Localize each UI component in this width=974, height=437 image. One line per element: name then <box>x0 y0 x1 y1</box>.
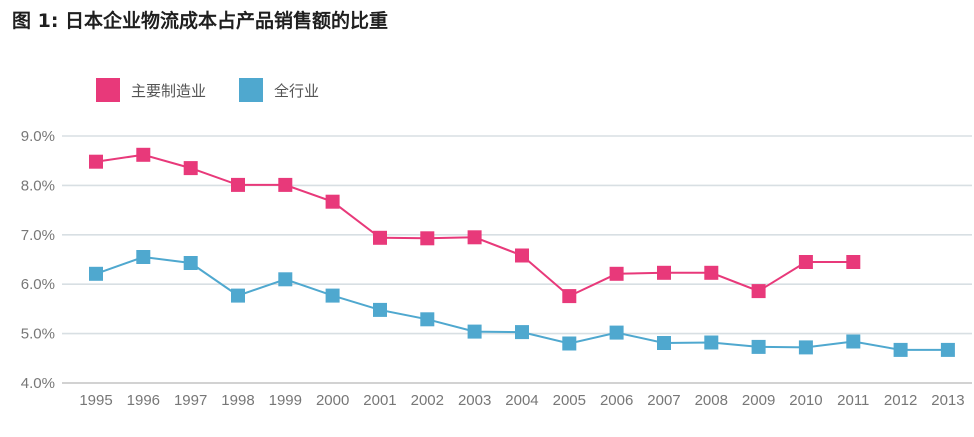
data-point-marker <box>373 302 387 317</box>
data-point-marker <box>751 339 766 354</box>
x-tick-label: 2000 <box>316 392 349 409</box>
data-point-marker <box>846 255 861 269</box>
data-point-marker <box>609 325 624 340</box>
y-tick-label: 7.0% <box>21 227 55 244</box>
x-tick-label: 1996 <box>127 392 160 409</box>
data-point-marker <box>373 230 387 245</box>
data-point-marker <box>609 266 624 281</box>
data-point-marker <box>325 194 340 209</box>
x-tick-label: 2003 <box>458 392 491 409</box>
data-point-marker <box>893 342 908 357</box>
data-point-marker <box>798 340 813 355</box>
data-point-marker <box>183 161 198 176</box>
x-tick-label: 2013 <box>931 392 964 409</box>
x-tick-label: 2010 <box>789 392 822 409</box>
data-point-marker <box>325 288 340 303</box>
series-1 <box>89 147 861 304</box>
x-tick-label: 2006 <box>600 392 633 409</box>
data-point-marker <box>751 284 766 299</box>
data-point-marker <box>562 336 577 351</box>
legend-swatch <box>239 78 263 102</box>
data-point-marker <box>940 342 955 357</box>
data-point-marker <box>467 230 482 245</box>
x-tick-label: 2009 <box>742 392 775 409</box>
y-axis-tick-labels: 4.0% 5.0% 6.0% 7.0% 8.0% 9.0% <box>21 128 55 392</box>
data-point-marker <box>89 266 103 281</box>
data-point-marker <box>515 248 529 263</box>
chart-title: 图 1: 日本企业物流成本占产品销售额的比重 <box>12 10 389 32</box>
data-point-marker <box>89 154 103 169</box>
x-tick-label: 2002 <box>411 392 444 409</box>
legend: 主要制造业 全行业 <box>96 78 319 102</box>
y-tick-label: 5.0% <box>21 326 55 343</box>
x-tick-label: 1997 <box>174 392 207 409</box>
data-point-marker <box>467 324 482 339</box>
legend-label: 全行业 <box>274 82 319 100</box>
x-axis-tick-labels: 1995 1996 1997 1998 1999 2000 2001 2002 2003 2004… <box>79 392 964 409</box>
legend-label: 主要制造业 <box>131 83 206 100</box>
data-point-marker <box>798 255 813 269</box>
y-tick-label: 4.0% <box>21 375 55 392</box>
y-tick-label: 8.0% <box>21 177 55 194</box>
data-point-marker <box>704 335 719 350</box>
series-group <box>89 147 955 357</box>
data-point-marker <box>657 336 671 350</box>
data-point-marker <box>136 250 151 264</box>
x-tick-label: 2007 <box>647 392 680 409</box>
x-tick-label: 2004 <box>505 392 538 409</box>
x-tick-label: 2008 <box>695 392 728 409</box>
data-point-marker <box>278 272 293 287</box>
data-point-marker <box>183 256 198 270</box>
data-point-marker <box>420 312 435 327</box>
data-point-marker <box>231 288 245 303</box>
x-tick-label: 2005 <box>553 392 586 409</box>
data-point-marker <box>704 265 719 280</box>
series-2 <box>89 250 955 357</box>
data-point-marker <box>515 325 529 340</box>
x-tick-label: 1999 <box>269 392 302 409</box>
x-tick-label: 2012 <box>884 392 917 409</box>
x-tick-label: 1995 <box>79 392 112 409</box>
data-point-marker <box>420 231 435 246</box>
x-tick-label: 2011 <box>837 392 869 409</box>
data-point-marker <box>846 334 861 349</box>
y-tick-label: 9.0% <box>21 128 55 145</box>
x-tick-label: 1998 <box>221 392 254 409</box>
data-point-marker <box>278 177 293 192</box>
data-point-marker <box>562 289 577 304</box>
data-point-marker <box>231 177 245 192</box>
legend-swatch <box>96 78 120 102</box>
data-point-marker <box>657 265 671 280</box>
data-point-marker <box>136 147 151 162</box>
y-tick-label: 6.0% <box>21 276 55 293</box>
x-tick-label: 2001 <box>363 392 396 409</box>
